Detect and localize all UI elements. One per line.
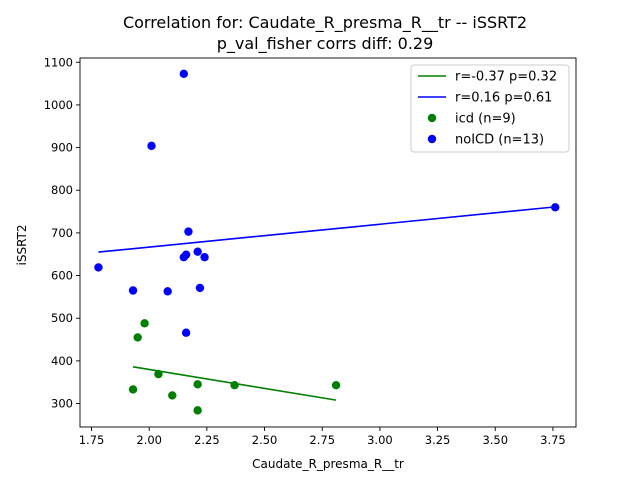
legend-box (410, 64, 570, 153)
y-tick-label: 1100 (44, 55, 73, 69)
data-point-1-4 (179, 69, 189, 78)
y-tick-label: 400 (51, 354, 73, 368)
x-tick-label: 2.00 (136, 433, 162, 447)
x-tick-label: 3.25 (425, 433, 451, 447)
x-tick-label: 2.25 (194, 433, 220, 447)
y-tick-label: 700 (51, 226, 73, 240)
data-point-0-2 (140, 319, 149, 328)
data-point-1-10 (195, 283, 205, 293)
fit-line-1 (98, 206, 556, 253)
y-axis-label: iSSRT2 (15, 225, 29, 266)
data-point-0-5 (193, 380, 202, 389)
data-point-0-7 (230, 380, 239, 390)
data-point-0-3 (154, 369, 163, 379)
data-point-1-9 (193, 247, 202, 256)
data-point-0-4 (168, 391, 177, 400)
chart-subtitle: p_val_fisher corrs diff: 0.29 (217, 34, 434, 54)
legend-dot-swatch (427, 113, 437, 123)
data-point-1-1 (128, 286, 138, 295)
legend-dot-swatch (427, 134, 437, 144)
data-point-1-3 (163, 287, 172, 296)
data-point-1-8 (184, 227, 193, 236)
legend-label: icd (n=9) (455, 112, 516, 127)
x-tick-label: 3.00 (367, 433, 393, 447)
y-tick-label: 800 (51, 183, 73, 197)
x-tick-label: 3.75 (540, 433, 566, 447)
data-point-0-1 (133, 333, 142, 342)
y-tick-label: 500 (51, 311, 73, 325)
y-tick-label: 900 (51, 141, 73, 155)
x-tick-label: 1.75 (79, 433, 105, 447)
chart-title: Correlation for: Caudate_R_presma_R__tr … (123, 13, 527, 33)
axes-frame (79, 57, 577, 428)
data-point-1-0 (94, 263, 103, 272)
data-point-1-11 (200, 253, 209, 262)
data-point-0-6 (193, 406, 202, 415)
y-tick-label: 300 (51, 397, 73, 411)
legend-label: r=0.16 p=0.61 (455, 91, 552, 106)
x-axis-label: Caudate_R_presma_R__tr (252, 457, 404, 471)
legend: r=-0.37 p=0.32 r=0.16 p=0.61 icd (n=9) noIC… (410, 64, 570, 153)
data-point-1-6 (181, 250, 191, 259)
data-point-0-0 (128, 385, 138, 394)
data-point-1-12 (551, 203, 560, 212)
data-point-1-7 (181, 328, 191, 337)
legend-label: r=-0.37 p=0.32 (455, 70, 557, 85)
x-tick-label: 3.50 (482, 433, 508, 447)
y-tick-label: 1000 (44, 98, 73, 112)
x-tick-label: 2.50 (252, 433, 278, 447)
y-tick-label: 600 (51, 269, 73, 283)
data-point-0-8 (331, 380, 341, 390)
plot-area: 1.75 2.00 2.25 2.50 2.75 3.00 3.25 3.50 3.75 300 4… (44, 55, 577, 447)
legend-label: noICD (n=13) (455, 133, 544, 148)
x-tick-label: 2.75 (309, 433, 335, 447)
data-point-1-2 (147, 141, 156, 151)
